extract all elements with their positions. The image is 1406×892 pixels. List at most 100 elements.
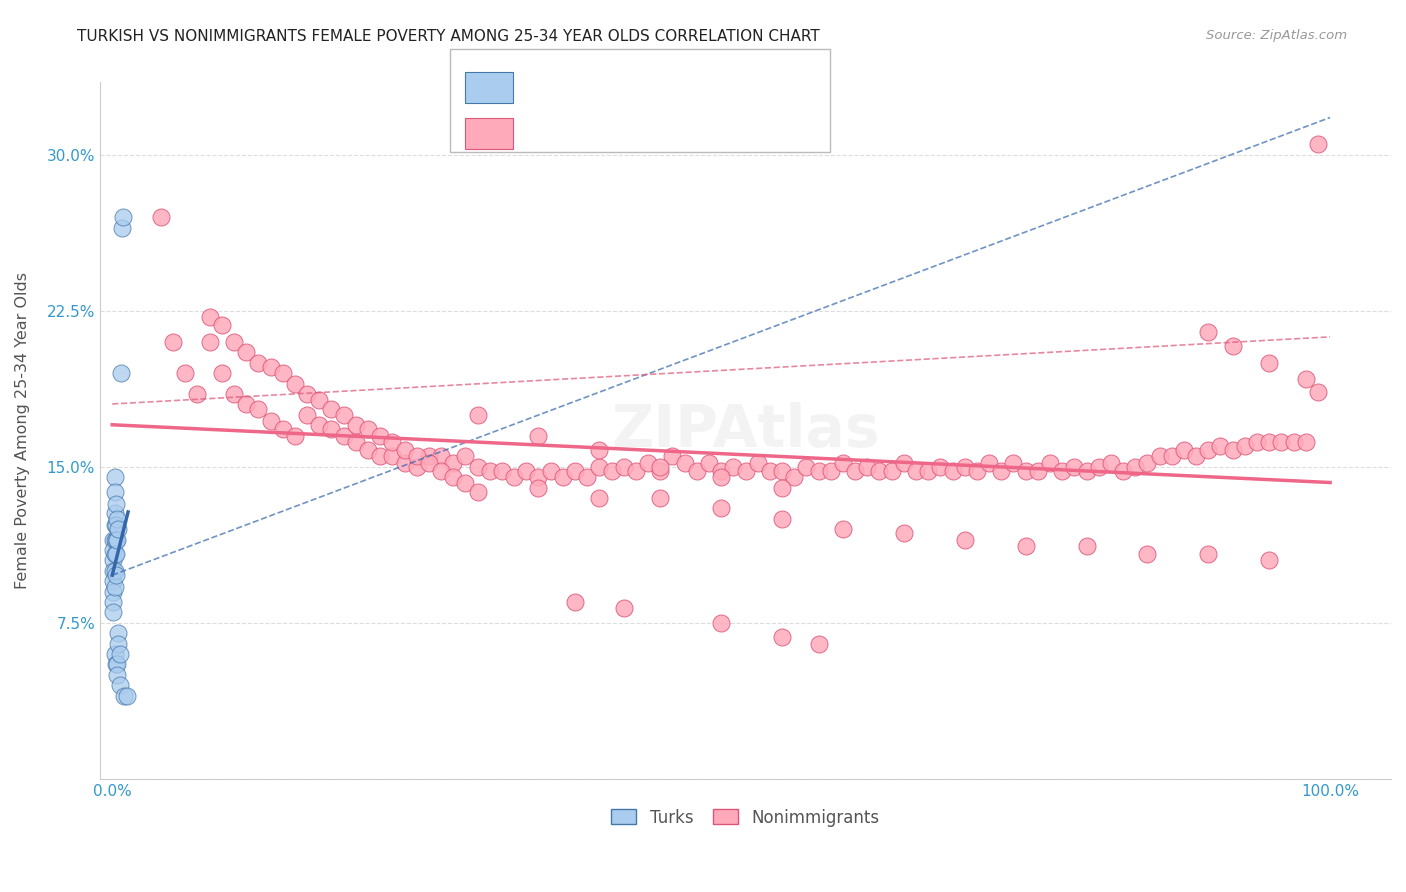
- Point: [1002, 456, 1025, 470]
- Point: [880, 464, 903, 478]
- Point: [844, 464, 866, 478]
- Point: [1306, 384, 1329, 399]
- Point: [1014, 464, 1036, 478]
- Point: [108, 678, 131, 692]
- Point: [588, 443, 610, 458]
- Point: [1160, 450, 1182, 464]
- Point: [295, 387, 318, 401]
- Point: [211, 366, 233, 380]
- Point: [222, 334, 245, 349]
- Point: [478, 464, 501, 478]
- Point: [454, 476, 477, 491]
- Point: [515, 464, 537, 478]
- Point: [1099, 456, 1122, 470]
- Point: [710, 464, 733, 478]
- Point: [869, 464, 891, 478]
- Point: [710, 470, 733, 484]
- Point: [430, 464, 453, 478]
- Point: [1112, 464, 1135, 478]
- Point: [1014, 539, 1036, 553]
- Point: [104, 497, 127, 511]
- Point: [953, 459, 976, 474]
- Point: [734, 464, 756, 478]
- Point: [1222, 443, 1244, 458]
- Point: [1209, 439, 1232, 453]
- Point: [105, 512, 128, 526]
- Point: [405, 450, 427, 464]
- Point: [321, 401, 343, 416]
- Point: [271, 366, 294, 380]
- Point: [856, 459, 879, 474]
- Point: [893, 456, 915, 470]
- Point: [783, 470, 806, 484]
- Point: [103, 543, 125, 558]
- Point: [394, 456, 416, 470]
- Point: [198, 334, 221, 349]
- Point: [104, 657, 127, 672]
- Point: [344, 434, 367, 449]
- Point: [770, 631, 793, 645]
- Point: [104, 518, 127, 533]
- Point: [103, 595, 125, 609]
- Text: TURKISH VS NONIMMIGRANTS FEMALE POVERTY AMONG 25-34 YEAR OLDS CORRELATION CHART: TURKISH VS NONIMMIGRANTS FEMALE POVERTY …: [77, 29, 820, 45]
- Point: [211, 318, 233, 333]
- Point: [564, 464, 586, 478]
- Point: [564, 595, 586, 609]
- Point: [1282, 434, 1305, 449]
- Text: Source: ZipAtlas.com: Source: ZipAtlas.com: [1206, 29, 1347, 43]
- Point: [308, 418, 330, 433]
- Point: [637, 456, 659, 470]
- Point: [368, 450, 391, 464]
- Point: [807, 637, 830, 651]
- Point: [527, 470, 550, 484]
- Point: [186, 387, 208, 401]
- Point: [295, 408, 318, 422]
- Point: [344, 418, 367, 433]
- Point: [941, 464, 963, 478]
- Point: [710, 615, 733, 630]
- Point: [441, 470, 464, 484]
- Point: [1258, 356, 1281, 370]
- Point: [467, 484, 489, 499]
- Point: [198, 310, 221, 324]
- Point: [1173, 443, 1195, 458]
- Point: [332, 428, 354, 442]
- Point: [613, 459, 636, 474]
- Point: [966, 464, 988, 478]
- Point: [467, 459, 489, 474]
- Point: [540, 464, 562, 478]
- Point: [418, 456, 440, 470]
- Point: [105, 657, 128, 672]
- Point: [418, 450, 440, 464]
- Point: [1306, 137, 1329, 152]
- Point: [115, 689, 138, 703]
- Point: [103, 574, 125, 589]
- Point: [905, 464, 928, 478]
- Point: [107, 522, 129, 536]
- Point: [104, 470, 127, 484]
- Point: [551, 470, 574, 484]
- Point: [1197, 325, 1219, 339]
- Point: [454, 450, 477, 464]
- Point: [1039, 456, 1062, 470]
- Point: [1295, 372, 1317, 386]
- Point: [807, 464, 830, 478]
- Point: [104, 568, 127, 582]
- Point: [893, 526, 915, 541]
- Point: [1295, 434, 1317, 449]
- Point: [1087, 459, 1109, 474]
- Point: [527, 481, 550, 495]
- Point: [953, 533, 976, 547]
- Point: [770, 481, 793, 495]
- Point: [990, 464, 1012, 478]
- Point: [149, 210, 172, 224]
- Point: [1136, 456, 1159, 470]
- Point: [770, 512, 793, 526]
- Point: [104, 533, 127, 547]
- Point: [103, 553, 125, 567]
- Point: [103, 584, 125, 599]
- Point: [613, 601, 636, 615]
- Point: [747, 456, 769, 470]
- Point: [110, 366, 132, 380]
- Point: [104, 547, 127, 561]
